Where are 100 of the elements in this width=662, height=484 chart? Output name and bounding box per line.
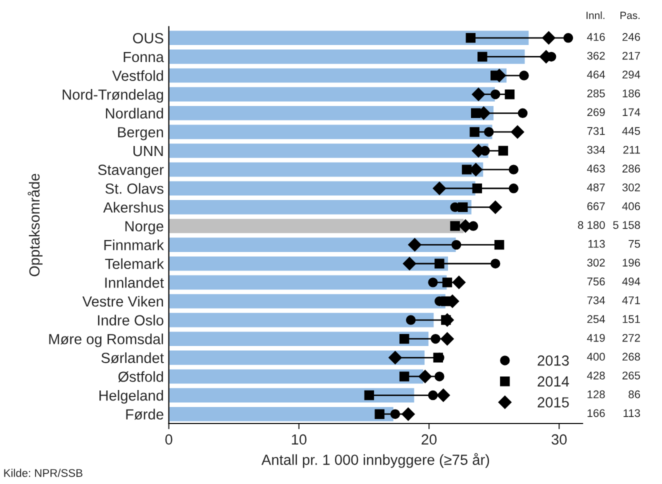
x-tick-label: 30 [552,434,567,445]
text: 400 [587,352,605,361]
bar [168,349,426,366]
x-axis-title: Antall pr. 1 000 innbyggere (≥75 år) [261,453,490,468]
text: 166 [588,409,605,418]
text: 294 [622,70,640,79]
text: 128 [588,390,605,398]
point [542,31,556,44]
point [408,238,422,252]
point [440,332,454,346]
point [434,258,444,268]
point [399,334,410,344]
point [498,146,508,156]
text: 463 [587,164,605,173]
point [436,388,450,402]
point [504,89,515,100]
bar [168,312,435,328]
point [462,164,472,174]
point [488,200,502,214]
point [451,240,462,250]
y-tick-label: Stavanger [98,164,164,178]
point [466,33,476,43]
bar [168,218,465,234]
text: 265 [622,372,640,380]
y-tick-label: Akershus [103,202,164,213]
point [442,278,452,288]
point [490,258,500,268]
x-tick-label: 20 [422,434,437,445]
point [519,70,529,80]
point [510,125,524,139]
point [432,182,446,195]
point [508,164,518,174]
y-tick-label: Østfold [118,371,164,382]
annotation: 8 180 [578,221,605,229]
y-tick-label: Nord-Trøndelag [62,89,164,103]
text: 334 [587,146,605,154]
legend-label: 2014 [538,376,570,387]
y-tick-label: Vestfold [112,70,164,81]
text: Pas. [620,12,640,20]
text: 286 [622,164,640,173]
y-tick-label: Vestre Viken [82,296,164,307]
text: 272 [622,334,640,342]
bar [168,124,494,140]
text: 494 [622,278,640,286]
legend-label: 2013 [538,355,569,366]
point [458,202,468,212]
text: 217 [622,52,640,60]
x-tick-label: 10 [292,434,306,445]
point [440,313,454,327]
point [478,52,488,62]
y-tick-label: Norge [125,221,164,234]
text: 362 [587,52,605,60]
point [374,409,384,419]
y-tick-label: UNN [133,146,163,156]
point [472,88,486,101]
text: 406 [622,202,640,210]
bar [168,274,448,291]
y-tick-label: Førde [126,408,164,420]
point [418,370,432,384]
text: 86 [628,390,640,398]
text: 113 [588,240,605,248]
y-tick-label: Telemark [105,258,164,270]
text: 445 [622,127,640,135]
bar [168,86,496,103]
point [388,351,402,364]
y-tick-label: Møre og Romsdal [49,334,163,348]
y-tick-label: Helgeland [99,390,164,404]
text: 419 [587,334,605,342]
text: 5 158 [613,221,640,229]
bar [168,236,457,254]
text: 75 [628,240,640,248]
x-tick-label: 0 [165,434,172,445]
point [490,89,500,100]
bar [168,255,450,272]
text: 285 [587,89,605,98]
y-tick-label: Bergen [118,127,164,140]
text: 113 [624,409,640,418]
point [390,409,400,419]
bar [168,142,490,160]
point [452,276,466,290]
bar [168,368,424,385]
point [494,240,504,250]
text: 211 [623,146,640,154]
point [402,408,415,421]
bar [168,387,416,404]
text: 186 [622,89,640,98]
point [428,390,438,400]
y-tick-label: OUS [133,33,164,44]
point [406,315,416,325]
bar [168,104,495,122]
point [508,184,518,194]
bar [168,161,484,178]
text: Innl. [586,11,604,19]
point [563,33,574,43]
y-tick-label: St. Olavs [105,183,164,194]
y-tick-label: Indre Oslo [98,314,164,326]
bar [168,292,446,310]
point [484,127,494,137]
bar [168,330,430,348]
point [434,372,444,382]
